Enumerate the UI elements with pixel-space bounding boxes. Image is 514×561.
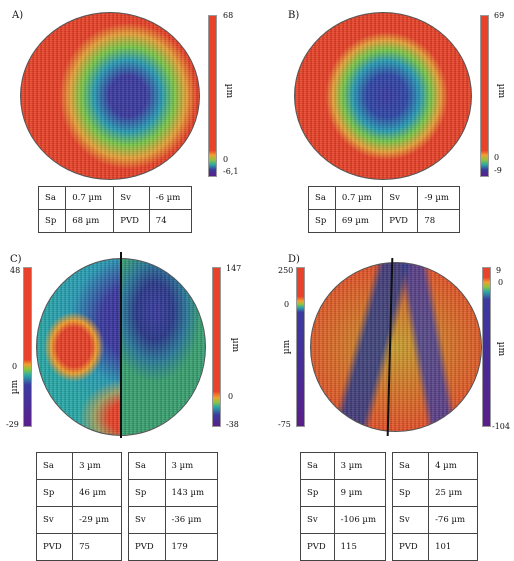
panel-d-left-params-table: Sa 3 µm Sp 9 µm Sv -106 µm PVD 115 [300, 452, 387, 561]
param-value: -36 µm [164, 506, 219, 534]
param-value: 9 µm [333, 479, 387, 507]
param-value: 3 µm [72, 452, 122, 480]
panel-b-params-table: Sa 0.7 µm Sv -9 µm Sp 69 µm PVD 78 [308, 186, 460, 233]
panel-a-label: A) [12, 10, 24, 21]
param-name: PVD [35, 533, 74, 561]
param-value: 179 [164, 533, 219, 561]
param-name: Sa [35, 452, 74, 480]
param-value: -106 µm [333, 506, 387, 534]
param-value: -76 µm [428, 506, 478, 534]
panel-c-left-colorbar-min: -29 [6, 420, 19, 429]
panel-a-params-table: Sa 0.7 µm Sv -6 µm Sp 68 µm PVD 74 [37, 186, 193, 233]
panel-a-colorbar [208, 15, 217, 177]
param-value: 69 µm [334, 209, 384, 233]
panel-c-cut-line [120, 252, 122, 438]
panel-a-colorbar-min: -6,1 [223, 167, 239, 176]
panel-a-colorbar-unit: µm [224, 83, 235, 99]
param-value: 46 µm [72, 479, 122, 507]
panel-d-left-colorbar-min: -75 [278, 420, 291, 429]
param-value: 25 µm [428, 479, 478, 507]
panel-d-left-colorbar-max: 250 [278, 266, 294, 275]
panel-c-label: C) [10, 254, 22, 265]
panel-a-surface-map [20, 12, 200, 180]
panel-d-right-colorbar [482, 267, 491, 427]
param-name: Sa [391, 452, 430, 480]
param-value: 78 [417, 209, 460, 233]
param-value: 75 [72, 533, 122, 561]
param-name: Sv [300, 506, 335, 534]
param-name: Sv [128, 506, 166, 534]
param-name: Sp [391, 479, 430, 507]
param-name: Sp [37, 209, 67, 233]
param-value: 4 µm [428, 452, 478, 480]
param-name: Sa [300, 452, 335, 480]
param-name: Sp [300, 479, 335, 507]
panel-d-right-colorbar-unit: µm [496, 341, 507, 357]
panel-d-right-colorbar-min: -104 [492, 422, 510, 431]
panel-b-colorbar-unit: µm [496, 83, 507, 99]
panel-b-label: B) [288, 10, 300, 21]
param-value: -29 µm [72, 506, 122, 534]
panel-b-colorbar-max: 69 [494, 11, 505, 20]
param-value: 101 [428, 533, 478, 561]
param-name: Sv [113, 186, 150, 210]
panel-b-colorbar-zero: 0 [494, 153, 500, 162]
param-value: -6 µm [148, 186, 193, 210]
panel-c-right-colorbar-max: 147 [226, 264, 242, 273]
panel-d-left-colorbar-zero: 0 [284, 300, 290, 309]
param-value: 143 µm [164, 479, 219, 507]
param-name: PVD [382, 209, 419, 233]
param-value: -9 µm [417, 186, 460, 210]
panel-c-right-colorbar-zero: 0 [228, 392, 234, 401]
param-name: Sv [391, 506, 430, 534]
param-value: 0.7 µm [334, 186, 384, 210]
panel-c-right-params-table: Sa 3 µm Sp 143 µm Sv -36 µm PVD 179 [128, 452, 219, 561]
panel-c-right-colorbar-unit: µm [230, 337, 241, 353]
panel-c-left-colorbar-zero: 0 [12, 362, 18, 371]
param-name: PVD [391, 533, 430, 561]
param-value: 3 µm [164, 452, 219, 480]
param-name: PVD [300, 533, 335, 561]
panel-a-colorbar-zero: 0 [223, 155, 229, 164]
panel-b-colorbar-min: -9 [494, 166, 502, 175]
panel-d-right-params-table: Sa 4 µm Sp 25 µm Sv -76 µm PVD 101 [391, 452, 478, 561]
panel-b-surface-map [294, 12, 472, 180]
param-value: 0.7 µm [65, 186, 115, 210]
panel-c-left-params-table: Sa 3 µm Sp 46 µm Sv -29 µm PVD 75 [35, 452, 122, 561]
param-value: 68 µm [65, 209, 115, 233]
param-name: Sv [35, 506, 74, 534]
panel-d-label: D) [288, 254, 300, 265]
panel-c-right-colorbar [212, 267, 221, 427]
param-name: PVD [128, 533, 166, 561]
panel-c-left-colorbar-max: 48 [10, 266, 21, 275]
param-name: Sa [308, 186, 336, 210]
param-name: Sa [37, 186, 67, 210]
param-name: PVD [113, 209, 150, 233]
panel-b-colorbar [480, 15, 489, 177]
param-name: Sp [128, 479, 166, 507]
param-name: Sa [128, 452, 166, 480]
panel-d-left-colorbar [296, 267, 305, 427]
panel-d-left-colorbar-unit: µm [282, 339, 293, 355]
panel-d-right-colorbar-zero: 0 [498, 278, 504, 287]
panel-d-right-colorbar-max: 9 [496, 266, 502, 275]
panel-c-left-colorbar [23, 267, 32, 427]
param-name: Sv [382, 186, 419, 210]
panel-c-left-colorbar-unit: µm [10, 379, 21, 395]
panel-a-colorbar-max: 68 [223, 11, 234, 20]
param-value: 3 µm [333, 452, 387, 480]
panel-c-right-colorbar-min: -38 [226, 420, 239, 429]
param-name: Sp [308, 209, 336, 233]
panel-d-surface-map [310, 262, 482, 432]
param-name: Sp [35, 479, 74, 507]
param-value: 74 [148, 209, 193, 233]
param-value: 115 [333, 533, 387, 561]
